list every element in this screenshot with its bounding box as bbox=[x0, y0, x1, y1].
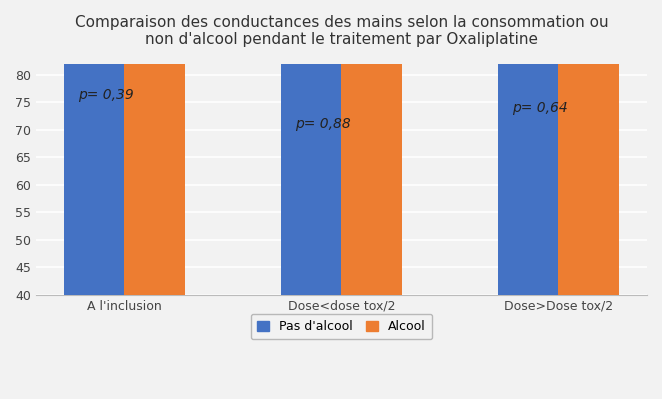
Bar bbox=[281, 0, 342, 295]
Bar bbox=[559, 0, 619, 295]
Bar bbox=[64, 0, 124, 295]
Bar bbox=[124, 0, 185, 295]
Legend: Pas d'alcool, Alcool: Pas d'alcool, Alcool bbox=[251, 314, 432, 339]
Bar bbox=[498, 0, 559, 295]
Bar bbox=[342, 0, 402, 295]
Text: p= 0,64: p= 0,64 bbox=[512, 101, 568, 115]
Title: Comparaison des conductances des mains selon la consommation ou
non d'alcool pen: Comparaison des conductances des mains s… bbox=[75, 15, 608, 47]
Text: p= 0,39: p= 0,39 bbox=[78, 88, 134, 102]
Text: p= 0,88: p= 0,88 bbox=[295, 117, 351, 131]
